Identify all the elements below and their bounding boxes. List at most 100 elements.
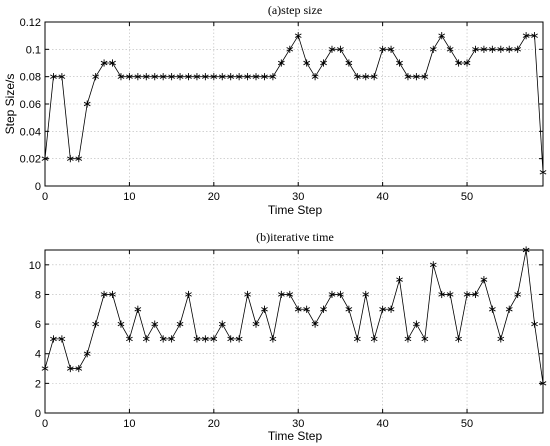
data-point [277, 290, 285, 299]
y-tick-label: 4 [35, 349, 41, 361]
x-tick-label: 20 [208, 418, 220, 430]
x-tick-label: 0 [42, 191, 48, 203]
x-axis-label: Time Step [268, 429, 323, 443]
data-point [134, 305, 142, 313]
data-point [303, 305, 311, 313]
data-point [514, 45, 522, 53]
data-point [463, 59, 471, 67]
chart-title: (a)step size [268, 3, 322, 17]
data-point [522, 246, 530, 254]
axis-ticks [44, 250, 543, 414]
data-point [193, 73, 201, 81]
data-point [413, 73, 420, 81]
data-point [370, 73, 378, 81]
data-point [480, 45, 488, 53]
data-point [210, 335, 218, 343]
data-point [168, 335, 175, 343]
data-point [66, 364, 74, 373]
data-point [83, 100, 91, 108]
data-point [404, 335, 412, 343]
data-point [455, 335, 462, 343]
x-tick-label: 20 [208, 191, 220, 203]
data-point [455, 59, 462, 67]
y-tick-label: 10 [29, 260, 41, 272]
y-tick-labels: 0 0.02 0.04 0.06 0.08 0.1 0.12 [20, 17, 41, 193]
data-point [472, 290, 479, 299]
data-point [387, 305, 395, 313]
data-point [497, 335, 505, 343]
data-point [176, 320, 184, 328]
data-point [320, 305, 327, 313]
data-point [294, 305, 302, 313]
data-point [379, 305, 386, 313]
data-point [438, 290, 446, 299]
data-point [539, 379, 547, 387]
data-point [421, 335, 429, 343]
data-point [353, 335, 361, 343]
data-point [227, 335, 235, 343]
data-point [480, 276, 488, 284]
data-point [472, 45, 479, 53]
data-point [109, 290, 116, 299]
data-point [210, 73, 218, 81]
data-point [126, 73, 133, 81]
x-tick-label: 0 [42, 418, 48, 430]
data-point [50, 335, 57, 343]
data-point [522, 32, 530, 40]
data-point [92, 320, 100, 328]
x-tick-labels: 0 10 20 30 40 50 [42, 418, 473, 430]
data-point [252, 320, 260, 328]
data-point [227, 73, 235, 81]
data-point [66, 155, 74, 163]
data-point [185, 290, 192, 299]
data-point [353, 73, 361, 81]
data-point [514, 290, 522, 299]
data-point [168, 73, 175, 81]
series-line-group [41, 246, 547, 387]
data-point [151, 320, 159, 328]
data-point [413, 320, 420, 328]
y-axis-label: Step Size/s [3, 74, 17, 135]
data-point [337, 45, 344, 53]
data-point [531, 320, 538, 328]
data-point [294, 32, 302, 40]
data-point [261, 305, 268, 313]
data-point [109, 59, 116, 67]
y-tick-label: 0.12 [20, 17, 41, 29]
data-point [202, 73, 209, 81]
data-point [151, 73, 159, 81]
data-point [75, 155, 83, 163]
data-point [218, 320, 226, 328]
y-tick-label: 0 [35, 181, 41, 193]
data-point [387, 45, 395, 53]
data-point [497, 45, 505, 53]
data-point [421, 73, 429, 81]
y-tick-label: 2 [35, 378, 41, 390]
data-point [438, 32, 446, 40]
data-point [41, 364, 49, 373]
data-point [531, 32, 538, 40]
data-point [311, 73, 319, 81]
series-line [44, 249, 544, 384]
data-point [446, 290, 454, 299]
data-point [286, 290, 294, 299]
data-point [75, 364, 83, 373]
data-point [235, 73, 243, 81]
chart-title: (b)iterative time [256, 230, 334, 244]
y-tick-label: 0.06 [20, 99, 41, 111]
data-point [218, 73, 226, 81]
data-point [396, 59, 403, 67]
series-line-group [41, 32, 547, 176]
data-point [370, 335, 378, 343]
data-point [505, 305, 513, 313]
data-point [83, 350, 91, 358]
y-tick-label: 0.1 [26, 44, 41, 56]
y-tick-label: 0.02 [20, 154, 41, 166]
x-tick-labels: 0 10 20 30 40 50 [42, 191, 473, 203]
y-tick-label: 0 [35, 408, 41, 420]
data-point [159, 335, 167, 343]
data-point [505, 45, 513, 53]
data-point [235, 335, 243, 343]
data-point [379, 45, 386, 53]
data-point [286, 45, 294, 53]
